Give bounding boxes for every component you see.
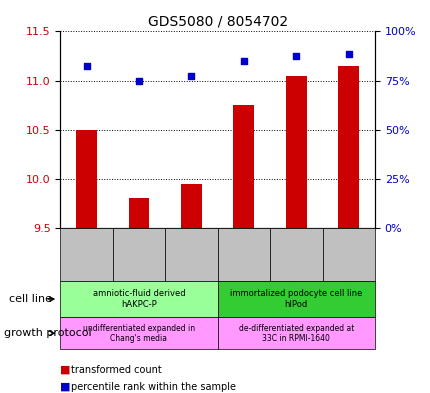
Bar: [181, 184, 202, 228]
Text: immortalized podocyte cell line
hIPod: immortalized podocyte cell line hIPod: [230, 289, 362, 309]
Text: ■: ■: [60, 365, 71, 375]
Text: ■: ■: [60, 382, 71, 392]
Bar: [76, 130, 97, 228]
Text: amniotic-fluid derived
hAKPC-P: amniotic-fluid derived hAKPC-P: [92, 289, 185, 309]
Text: growth protocol: growth protocol: [4, 328, 92, 338]
Bar: [338, 66, 359, 228]
Point: [344, 51, 351, 57]
Text: undifferentiated expanded in
Chang's media: undifferentiated expanded in Chang's med…: [83, 323, 195, 343]
Point: [83, 63, 90, 69]
Bar: [128, 198, 149, 228]
Title: GDS5080 / 8054702: GDS5080 / 8054702: [147, 15, 287, 29]
Text: de-differentiated expanded at
33C in RPMI-1640: de-differentiated expanded at 33C in RPM…: [238, 323, 353, 343]
Text: transformed count: transformed count: [71, 365, 162, 375]
Point: [187, 73, 194, 79]
Text: cell line: cell line: [9, 294, 52, 304]
Point: [135, 77, 142, 84]
Bar: [285, 75, 306, 228]
Point: [292, 53, 299, 59]
Text: percentile rank within the sample: percentile rank within the sample: [71, 382, 236, 392]
Bar: [233, 105, 254, 228]
Point: [240, 58, 247, 64]
